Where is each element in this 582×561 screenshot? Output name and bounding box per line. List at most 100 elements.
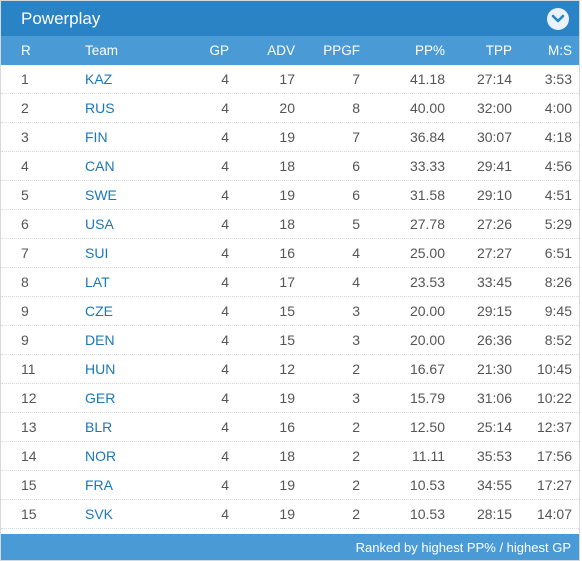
cell-tpp: 34:55 — [476, 477, 512, 493]
header-adv[interactable]: ADV — [267, 43, 295, 58]
cell-team[interactable]: HUN — [85, 361, 116, 377]
cell-tpp: 35:53 — [476, 448, 512, 464]
cell-tpp: 27:26 — [476, 216, 512, 232]
header-tpp[interactable]: TPP — [485, 43, 512, 58]
cell-team[interactable]: SWE — [85, 187, 117, 203]
cell-ms: 4:18 — [544, 129, 572, 145]
table-row: 4 CAN 4 18 6 33.33 29:41 4:56 — [1, 152, 579, 181]
header-rank[interactable]: R — [21, 43, 31, 58]
header-team[interactable]: Team — [85, 43, 119, 58]
cell-rank: 9 — [21, 332, 29, 348]
header-ms[interactable]: M:S — [547, 43, 572, 58]
cell-tpp: 25:14 — [476, 419, 512, 435]
cell-ppgf: 6 — [352, 158, 360, 174]
table-row: 5 SWE 4 19 6 31.58 29:10 4:51 — [1, 181, 579, 210]
cell-gp: 4 — [221, 477, 229, 493]
cell-rank: 1 — [21, 71, 29, 87]
table-row: 11 HUN 4 12 2 16.67 21:30 10:45 — [1, 355, 579, 384]
cell-gp: 4 — [221, 245, 229, 261]
cell-gp: 4 — [221, 303, 229, 319]
table-row: 6 USA 4 18 5 27.78 27:26 5:29 — [1, 210, 579, 239]
cell-gp: 4 — [221, 71, 229, 87]
cell-team[interactable]: SVK — [85, 506, 114, 522]
cell-adv: 16 — [279, 419, 295, 435]
cell-team[interactable]: BLR — [85, 419, 113, 435]
cell-rank: 9 — [21, 303, 29, 319]
cell-adv: 19 — [279, 129, 295, 145]
cell-pp-percent: 23.53 — [409, 274, 445, 290]
cell-gp: 4 — [221, 129, 229, 145]
cell-rank: 7 — [21, 245, 29, 261]
cell-adv: 15 — [279, 303, 295, 319]
cell-team[interactable]: CAN — [85, 158, 115, 174]
cell-gp: 4 — [221, 506, 229, 522]
panel-header: Powerplay — [1, 1, 579, 36]
cell-rank: 2 — [21, 100, 29, 116]
table-row: 15 FRA 4 19 2 10.53 34:55 17:27 — [1, 471, 579, 500]
cell-pp-percent: 40.00 — [409, 100, 445, 116]
cell-ms: 9:45 — [544, 303, 572, 319]
cell-tpp: 27:14 — [476, 71, 512, 87]
cell-ms: 3:53 — [544, 71, 572, 87]
cell-ppgf: 3 — [352, 390, 360, 406]
cell-ms: 6:51 — [544, 245, 572, 261]
cell-ms: 17:56 — [536, 448, 572, 464]
cell-team[interactable]: KAZ — [85, 71, 113, 87]
cell-rank: 13 — [21, 419, 37, 435]
table-row: 3 FIN 4 19 7 36.84 30:07 4:18 — [1, 123, 579, 152]
cell-gp: 4 — [221, 419, 229, 435]
table-row: 2 RUS 4 20 8 40.00 32:00 4:00 — [1, 94, 579, 123]
table-row: 12 GER 4 19 3 15.79 31:06 10:22 — [1, 384, 579, 413]
cell-team[interactable]: SUI — [85, 245, 109, 261]
panel-title: Powerplay — [21, 8, 101, 28]
cell-gp: 4 — [221, 187, 229, 203]
cell-rank: 8 — [21, 274, 29, 290]
cell-pp-percent: 20.00 — [409, 303, 445, 319]
cell-ms: 10:22 — [536, 390, 572, 406]
cell-pp-percent: 25.00 — [409, 245, 445, 261]
cell-team[interactable]: USA — [85, 216, 114, 232]
panel-footer: Ranked by highest PP% / highest GP — [1, 534, 579, 560]
cell-ms: 8:26 — [544, 274, 572, 290]
cell-adv: 19 — [279, 187, 295, 203]
cell-gp: 4 — [221, 332, 229, 348]
cell-tpp: 32:00 — [476, 100, 512, 116]
cell-gp: 4 — [221, 448, 229, 464]
chevron-down-icon — [551, 14, 565, 22]
cell-team[interactable]: DEN — [85, 332, 115, 348]
cell-ms: 10:45 — [536, 361, 572, 377]
cell-pp-percent: 11.11 — [412, 448, 445, 464]
cell-adv: 19 — [279, 477, 295, 493]
cell-ppgf: 7 — [352, 129, 360, 145]
cell-rank: 4 — [21, 158, 29, 174]
cell-tpp: 29:10 — [476, 187, 512, 203]
table-row: 8 LAT 4 17 4 23.53 33:45 8:26 — [1, 268, 579, 297]
cell-team[interactable]: NOR — [85, 448, 117, 464]
cell-tpp: 27:27 — [476, 245, 512, 261]
table-row: 9 DEN 4 15 3 20.00 26:36 8:52 — [1, 326, 579, 355]
cell-rank: 5 — [21, 187, 29, 203]
collapse-toggle-button[interactable] — [547, 7, 569, 30]
cell-ms: 17:27 — [536, 477, 572, 493]
cell-ppgf: 7 — [352, 71, 360, 87]
cell-team[interactable]: FRA — [85, 477, 113, 493]
header-pp-percent[interactable]: PP% — [414, 43, 445, 58]
header-gp[interactable]: GP — [209, 43, 229, 58]
cell-team[interactable]: LAT — [85, 274, 110, 290]
cell-ppgf: 4 — [352, 274, 360, 290]
cell-team[interactable]: GER — [85, 390, 116, 406]
cell-adv: 18 — [279, 158, 295, 174]
cell-pp-percent: 20.00 — [409, 332, 445, 348]
cell-tpp: 33:45 — [476, 274, 512, 290]
cell-ppgf: 2 — [352, 419, 360, 435]
cell-tpp: 29:15 — [476, 303, 512, 319]
cell-adv: 17 — [279, 71, 295, 87]
cell-ppgf: 6 — [352, 187, 360, 203]
cell-team[interactable]: FIN — [85, 129, 108, 145]
cell-pp-percent: 36.84 — [409, 129, 445, 145]
cell-rank: 3 — [21, 129, 29, 145]
cell-team[interactable]: CZE — [85, 303, 113, 319]
table-body: 1 KAZ 4 17 7 41.18 27:14 3:53 2 RUS 4 20 8 40.00 32:00… — [1, 65, 579, 529]
header-ppgf[interactable]: PPGF — [323, 43, 360, 58]
cell-team[interactable]: RUS — [85, 100, 115, 116]
